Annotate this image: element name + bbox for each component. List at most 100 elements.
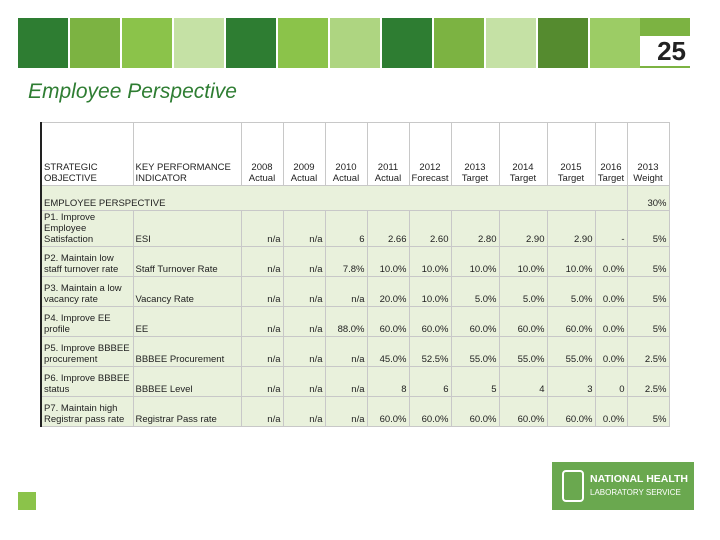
table-cell: 0 (594, 366, 628, 397)
column-header: STRATEGIC OBJECTIVE (40, 122, 134, 186)
column-header: 2013 Target (450, 122, 500, 186)
table-cell: Registrar Pass rate (132, 396, 242, 427)
table-cell: ESI (132, 210, 242, 247)
page-number: 25 (640, 36, 690, 66)
table-cell: n/a (282, 306, 326, 337)
table-cell: P7. Maintain high Registrar pass rate (40, 396, 134, 427)
table-cell: 0.0% (594, 306, 628, 337)
table-cell: 52.5% (408, 336, 452, 367)
table-cell: 60.0% (498, 306, 548, 337)
table-cell: 2.5% (626, 336, 670, 367)
table-row: P7. Maintain high Registrar pass rate Reg… (40, 396, 670, 427)
table-cell: P5. Improve BBBEE procurement (40, 336, 134, 367)
table-cell: 0.0% (594, 396, 628, 427)
table-cell: n/a (324, 396, 368, 427)
column-header: 2011 Actual (366, 122, 410, 186)
column-header: 2016 Target (594, 122, 628, 186)
table-cell: P6. Improve BBBEE status (40, 366, 134, 397)
table-cell: n/a (240, 306, 284, 337)
table-cell: 10.0% (546, 246, 596, 277)
table-cell: 60.0% (450, 306, 500, 337)
header-row: STRATEGIC OBJECTIVE KEY PERFORMANCE INDIC… (40, 122, 670, 186)
table-cell: 10.0% (366, 246, 410, 277)
decoration (434, 18, 484, 68)
decoration (330, 18, 380, 68)
table-cell: n/a (282, 396, 326, 427)
kpi-table: STRATEGIC OBJECTIVE KEY PERFORMANCE INDIC… (40, 122, 670, 427)
table-cell: 60.0% (366, 396, 410, 427)
table-cell: 6 (324, 210, 368, 247)
table-cell: n/a (240, 336, 284, 367)
table-cell: n/a (240, 246, 284, 277)
table-cell: n/a (240, 366, 284, 397)
table-cell: 5% (626, 210, 670, 247)
column-header: 2013 Weight (626, 122, 670, 186)
table-cell: 0.0% (594, 276, 628, 307)
table-cell: n/a (282, 366, 326, 397)
table-cell: 55.0% (546, 336, 596, 367)
table-cell: 45.0% (366, 336, 410, 367)
table-body: EMPLOYEE PERSPECTIVE 30% P1. Improve Emp… (40, 185, 670, 427)
column-header: 2015 Target (546, 122, 596, 186)
table-cell: n/a (324, 336, 368, 367)
table-cell: 10.0% (408, 276, 452, 307)
table-cell: 60.0% (408, 396, 452, 427)
slide-title: Employee Perspective (28, 80, 237, 103)
table-cell: - (594, 210, 628, 247)
table-cell: 10.0% (498, 246, 548, 277)
table-cell: 5.0% (546, 276, 596, 307)
table-cell: 10.0% (408, 246, 452, 277)
table-cell: 2.5% (626, 366, 670, 397)
decoration (122, 18, 172, 68)
column-header: KEY PERFORMANCE INDICATOR (132, 122, 242, 186)
table-cell: 2.90 (498, 210, 548, 247)
table-cell: Vacancy Rate (132, 276, 242, 307)
decoration (18, 18, 68, 68)
table-cell: BBBEE Level (132, 366, 242, 397)
table-cell: BBBEE Procurement (132, 336, 242, 367)
section-weight: 30% (626, 185, 670, 211)
decoration (18, 492, 36, 510)
table-cell: 60.0% (546, 306, 596, 337)
section-label: EMPLOYEE PERSPECTIVE (40, 185, 628, 211)
decoration (174, 18, 224, 68)
table-cell: 3 (546, 366, 596, 397)
table-cell: 60.0% (408, 306, 452, 337)
table-cell: n/a (282, 246, 326, 277)
table-row: P4. Improve EE profile EE n/a n/a 88.0% 60.0%… (40, 306, 670, 337)
column-header: 2014 Target (498, 122, 548, 186)
table-cell: 2.80 (450, 210, 500, 247)
table-cell: 5% (626, 246, 670, 277)
logo: NATIONAL HEALTH LABORATORY SERVICE (552, 462, 694, 510)
table-cell: 0.0% (594, 336, 628, 367)
logo-text: LABORATORY SERVICE (590, 488, 681, 497)
table-cell: n/a (282, 336, 326, 367)
table-row: P1. Improve Employee Satisfaction ESI n/a n… (40, 210, 670, 247)
table-cell: 60.0% (366, 306, 410, 337)
table-cell: 20.0% (366, 276, 410, 307)
table-cell: 60.0% (546, 396, 596, 427)
page-number-box: 25 (640, 18, 690, 68)
table-cell: 5% (626, 276, 670, 307)
table-row: P5. Improve BBBEE procurement BBBEE Procu… (40, 336, 670, 367)
decoration (278, 18, 328, 68)
table-cell: 4 (498, 366, 548, 397)
table-cell: 8 (366, 366, 410, 397)
table-row: P3. Maintain a low vacancy rate Vacancy R… (40, 276, 670, 307)
decoration (382, 18, 432, 68)
decoration (486, 18, 536, 68)
column-header: 2008 Actual (240, 122, 284, 186)
table-cell: P2. Maintain low staff turnover rate (40, 246, 134, 277)
table-cell: 2.60 (408, 210, 452, 247)
table-cell: P3. Maintain a low vacancy rate (40, 276, 134, 307)
table-cell: 55.0% (498, 336, 548, 367)
table-cell: n/a (240, 396, 284, 427)
table-cell: 5% (626, 396, 670, 427)
table-cell: 55.0% (450, 336, 500, 367)
table-cell: 10.0% (450, 246, 500, 277)
table-cell: P4. Improve EE profile (40, 306, 134, 337)
decoration (226, 18, 276, 68)
table-row: P6. Improve BBBEE status BBBEE Level n/a n/… (40, 366, 670, 397)
table-cell: 5.0% (498, 276, 548, 307)
